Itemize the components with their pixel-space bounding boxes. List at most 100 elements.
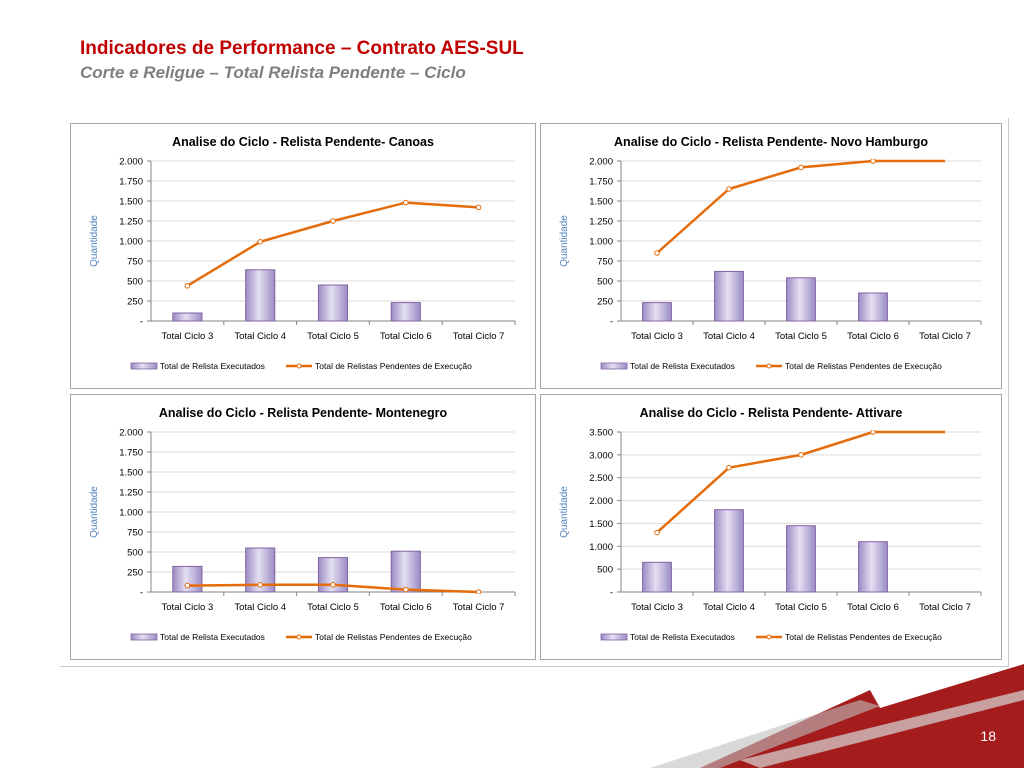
y-tick-label: 3.500 xyxy=(589,428,613,439)
bar xyxy=(390,302,421,322)
line-series xyxy=(654,159,945,256)
bar xyxy=(714,270,744,322)
legend-swatch-bar xyxy=(600,362,628,370)
y-tick-label: 250 xyxy=(127,297,143,308)
line-point xyxy=(798,164,804,171)
y-tick-label: 500 xyxy=(597,277,613,288)
y-tick-label: 250 xyxy=(597,297,613,308)
y-tick-label: 750 xyxy=(127,257,143,268)
x-tick-label: Total Ciclo 4 xyxy=(234,602,286,613)
slide-subtitle: Corte e Religue – Total Relista Pendente… xyxy=(80,63,466,82)
x-tick-label: Total Ciclo 7 xyxy=(453,602,505,613)
legend-label: Total de Relista Executados xyxy=(630,632,735,642)
bar xyxy=(642,302,672,322)
line-point xyxy=(726,464,732,471)
y-tick-label: 1.500 xyxy=(589,197,613,208)
y-tick-label: 1.500 xyxy=(589,519,613,530)
bar xyxy=(172,312,203,322)
y-tick-label: 750 xyxy=(597,257,613,268)
line-series xyxy=(184,199,482,289)
y-tick-label: - xyxy=(610,317,613,328)
y-tick-label: 1.000 xyxy=(589,542,613,553)
bar xyxy=(245,269,276,322)
line-point xyxy=(403,199,409,206)
line-point xyxy=(184,283,191,289)
chart-title: Analise do Ciclo - Relista Pendente- Nov… xyxy=(614,135,928,149)
y-tick-label: - xyxy=(610,588,613,599)
y-tick-label: - xyxy=(140,588,143,599)
chart-title: Analise do Ciclo - Relista Pendente- Mon… xyxy=(159,406,448,420)
y-tick-label: 1.000 xyxy=(119,508,143,519)
x-tick-label: Total Ciclo 6 xyxy=(847,602,899,613)
x-tick-label: Total Ciclo 5 xyxy=(307,331,359,342)
chart-novo-hamburgo: Analise do Ciclo - Relista Pendente- Nov… xyxy=(559,135,982,371)
line-point xyxy=(257,239,263,245)
bar xyxy=(786,277,816,322)
y-tick-label: - xyxy=(140,317,143,328)
y-tick-label: 500 xyxy=(597,565,613,576)
y-tick-label: 1.750 xyxy=(119,448,143,459)
legend-swatch-marker xyxy=(766,634,772,640)
legend-swatch-marker xyxy=(296,634,302,640)
line-point xyxy=(798,452,804,458)
legend-swatch-bar xyxy=(130,362,158,370)
y-tick-label: 1.750 xyxy=(119,177,143,188)
line-point xyxy=(403,586,409,593)
x-tick-label: Total Ciclo 6 xyxy=(380,331,432,342)
x-tick-label: Total Ciclo 3 xyxy=(162,602,214,613)
line-point xyxy=(654,250,660,256)
y-tick-label: 2.500 xyxy=(589,473,613,484)
line-point xyxy=(870,159,876,164)
line-point xyxy=(330,218,336,224)
chart-panel-canoas: Analise do Ciclo - Relista Pendente- Can… xyxy=(70,123,536,389)
legend-label: Total de Relistas Pendentes de Execução xyxy=(785,632,942,642)
legend-label: Total de Relistas Pendentes de Execução xyxy=(315,361,472,371)
bar xyxy=(858,292,888,322)
chart-attivare: Analise do Ciclo - Relista Pendente- Att… xyxy=(559,406,982,642)
bar xyxy=(642,561,672,593)
y-tick-label: 1.250 xyxy=(119,217,143,228)
y-tick-label: 500 xyxy=(127,277,143,288)
legend-swatch-bar xyxy=(130,633,158,641)
bar xyxy=(714,509,744,593)
x-tick-label: Total Ciclo 7 xyxy=(919,602,971,613)
x-tick-label: Total Ciclo 3 xyxy=(162,331,214,342)
chart-title: Analise do Ciclo - Relista Pendente- Can… xyxy=(172,135,434,149)
x-tick-label: Total Ciclo 5 xyxy=(775,331,827,342)
y-tick-label: 1.000 xyxy=(119,237,143,248)
line-point xyxy=(475,204,482,211)
legend-label: Total de Relista Executados xyxy=(160,632,265,642)
y-tick-label: 1.750 xyxy=(589,177,613,188)
x-tick-label: Total Ciclo 6 xyxy=(847,331,899,342)
line-point xyxy=(475,589,482,594)
legend-label: Total de Relista Executados xyxy=(160,361,265,371)
x-tick-label: Total Ciclo 3 xyxy=(631,331,683,342)
y-tick-label: 2.000 xyxy=(119,428,143,439)
x-tick-label: Total Ciclo 7 xyxy=(453,331,505,342)
line-point xyxy=(870,430,876,435)
y-tick-label: 1.500 xyxy=(119,197,143,208)
y-tick-label: 1.250 xyxy=(589,217,613,228)
y-tick-label: 2.000 xyxy=(119,157,143,168)
y-tick-label: 1.250 xyxy=(119,488,143,499)
y-tick-label: 2.000 xyxy=(589,157,613,168)
y-tick-label: 500 xyxy=(127,548,143,559)
page-number: 18 xyxy=(980,728,996,744)
y-tick-label: 1.500 xyxy=(119,468,143,479)
bar xyxy=(786,525,816,593)
x-tick-label: Total Ciclo 4 xyxy=(234,331,286,342)
line-point xyxy=(257,582,263,588)
legend-label: Total de Relistas Pendentes de Execução xyxy=(315,632,472,642)
y-tick-label: 2.000 xyxy=(589,496,613,507)
x-tick-label: Total Ciclo 5 xyxy=(775,602,827,613)
line-point xyxy=(654,529,660,536)
charts-frame xyxy=(60,118,1009,667)
line-point xyxy=(726,186,732,192)
bar xyxy=(317,284,349,322)
x-tick-label: Total Ciclo 7 xyxy=(919,331,971,342)
x-tick-label: Total Ciclo 5 xyxy=(307,602,359,613)
x-tick-label: Total Ciclo 3 xyxy=(631,602,683,613)
line-series xyxy=(654,430,945,536)
chart-canoas: Analise do Ciclo - Relista Pendente- Can… xyxy=(89,135,516,371)
